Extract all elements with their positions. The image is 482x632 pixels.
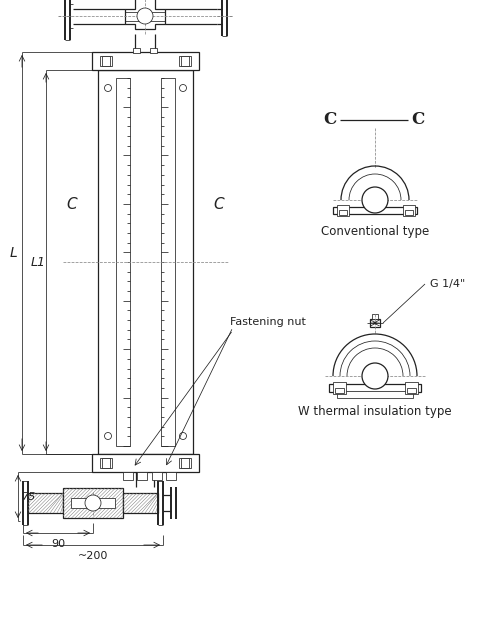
Bar [123, 493, 158, 513]
Bar [181, 56, 189, 66]
Bar [405, 210, 413, 215]
Bar [337, 205, 349, 216]
Text: 75: 75 [22, 492, 36, 502]
Bar [98, 70, 193, 454]
Polygon shape [125, 0, 165, 28]
Bar [179, 458, 191, 468]
Bar [161, 78, 175, 446]
Circle shape [85, 495, 101, 511]
Bar [181, 458, 189, 468]
Bar [403, 205, 415, 216]
Bar [71, 498, 115, 508]
Bar [166, 472, 176, 480]
Text: L: L [10, 246, 18, 260]
Bar [137, 472, 147, 480]
Bar [150, 48, 157, 53]
Bar [329, 384, 421, 392]
Circle shape [179, 85, 187, 92]
Text: Fastening nut: Fastening nut [230, 317, 306, 327]
Text: L1: L1 [30, 255, 45, 269]
Bar [92, 52, 199, 70]
Text: C: C [67, 197, 77, 212]
Bar [133, 48, 140, 53]
Text: C: C [214, 197, 224, 212]
Circle shape [137, 8, 153, 24]
Bar [100, 458, 112, 468]
Circle shape [105, 432, 111, 439]
Bar [100, 56, 112, 66]
Bar [152, 472, 162, 480]
Circle shape [362, 363, 388, 389]
Bar [92, 454, 199, 472]
Bar [102, 56, 110, 66]
Bar [370, 319, 380, 327]
Bar [372, 314, 378, 319]
Bar [405, 382, 418, 394]
Bar [28, 493, 63, 513]
Bar [333, 382, 346, 394]
Bar [102, 458, 110, 468]
Bar [63, 488, 123, 518]
Circle shape [179, 432, 187, 439]
Bar [333, 207, 417, 214]
Bar [335, 388, 344, 393]
Bar [407, 388, 416, 393]
Text: W thermal insulation type: W thermal insulation type [298, 406, 452, 418]
Bar [116, 78, 130, 446]
Bar [337, 391, 413, 398]
Circle shape [362, 187, 388, 213]
Text: Conventional type: Conventional type [321, 226, 429, 238]
Bar [123, 472, 133, 480]
Text: G 1/4": G 1/4" [430, 279, 465, 289]
Bar [179, 56, 191, 66]
Text: C: C [323, 111, 336, 128]
Bar [339, 210, 347, 215]
Text: 90: 90 [51, 539, 65, 549]
Text: ~200: ~200 [78, 551, 108, 561]
Circle shape [105, 85, 111, 92]
Text: C: C [411, 111, 425, 128]
